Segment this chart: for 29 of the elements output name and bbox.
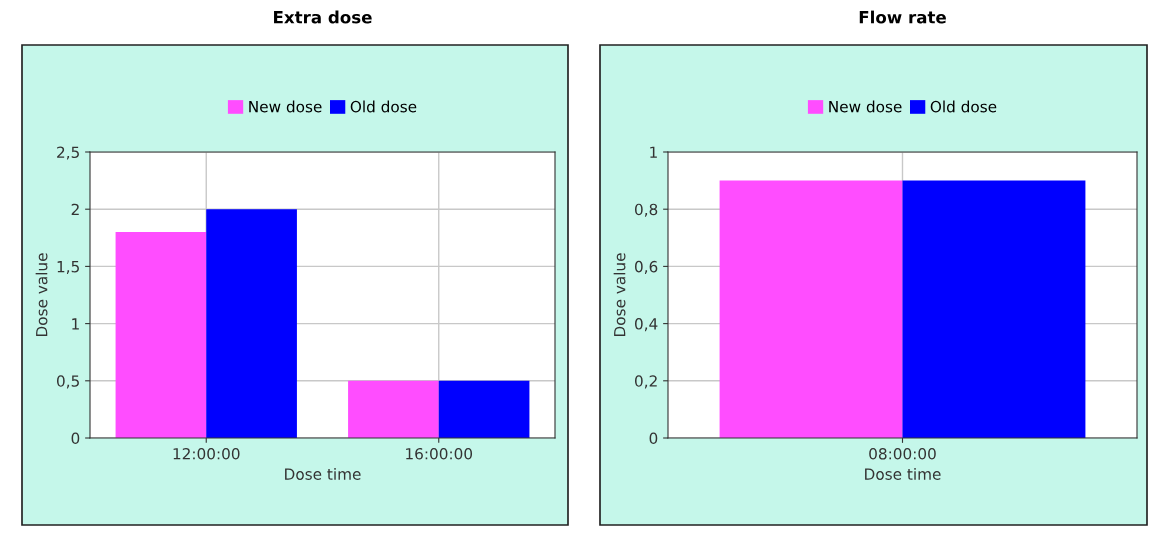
y-tick-label: 0,4 [634, 318, 658, 332]
x-axis-title: Dose time [285, 468, 361, 480]
y-tick-label: 1 [72, 318, 79, 330]
y-tick-label: 1 [650, 146, 657, 158]
chart-title: Flow rate [859, 10, 946, 24]
chart-title: Extra dose [274, 10, 372, 24]
y-tick-label: 0,6 [634, 260, 658, 274]
y-tick-label: 2,5 [57, 146, 79, 160]
bar [115, 232, 207, 438]
legend-label: New dose [829, 100, 902, 113]
y-tick-label: 0,2 [634, 375, 657, 389]
y-tick-label: 0 [71, 432, 80, 445]
y-tick-label: 0 [649, 432, 658, 445]
y-tick-label: 1,5 [57, 261, 79, 274]
y-tick-label: 0,8 [634, 203, 658, 217]
bar [206, 209, 297, 438]
bar [348, 380, 439, 438]
legend-label: Old dose [930, 100, 997, 113]
legend-label: Old dose [350, 100, 417, 113]
x-tick-label: 08:00:00 [869, 447, 936, 460]
y-axis-title: Dose value [613, 253, 626, 337]
bar [438, 380, 530, 438]
y-tick-label: 0,5 [56, 375, 79, 389]
legend-label: New dose [249, 100, 322, 113]
y-axis-title: Dose value [35, 253, 48, 337]
x-tick-label: 16:00:00 [406, 447, 473, 460]
y-tick-label: 2 [71, 203, 79, 215]
x-tick-label: 12:00:00 [173, 447, 240, 460]
x-axis-title: Dose time [865, 468, 941, 480]
